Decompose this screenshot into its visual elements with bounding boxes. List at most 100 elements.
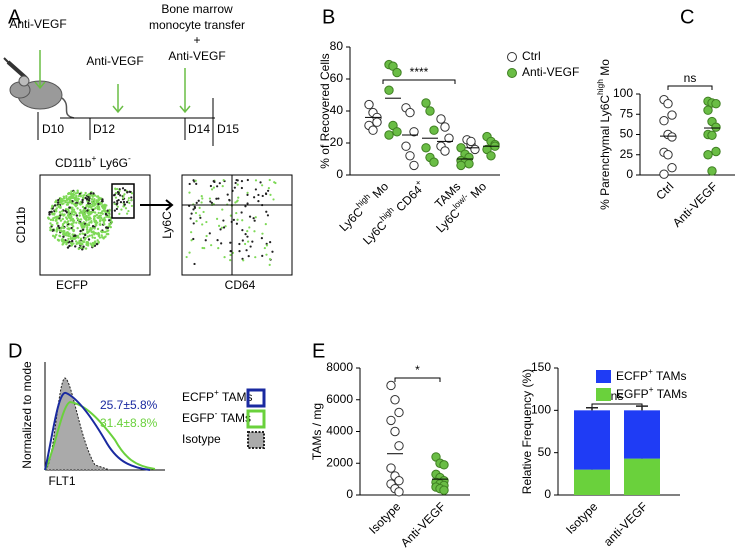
flow-dot [261,232,264,235]
y-tick-label: 2000 [326,455,353,469]
flow-dot [127,209,130,213]
data-point [711,99,721,109]
flow-dot [113,209,116,212]
flow-dot [120,208,123,211]
flow-dot [88,234,92,237]
flow-dot [235,178,238,182]
data-point [386,380,396,391]
ecfp-curve [44,392,151,471]
data-point [440,146,450,156]
flow-dot [244,205,247,208]
flow-dot [104,212,108,216]
flow-dot [188,182,191,186]
egfp-curve [44,400,156,471]
flow-dot [253,230,256,233]
flow-dot [114,196,118,199]
flow-dot [86,226,89,229]
y-axis-label: Relative Frequency (%) [520,369,534,494]
flow-dot [89,192,93,195]
flow-dot [103,223,106,226]
flow-dot [65,196,68,200]
flow-dot [234,201,237,204]
data-point [409,160,419,171]
flow-dot [82,216,86,219]
flow-dot [65,198,69,202]
flow-dot [195,201,198,204]
flow-dot [69,199,72,202]
treatment-arrow [112,84,124,114]
x-tick-label: Isotype [563,499,600,536]
y-tick-label: 0 [336,167,343,181]
flow-dot [82,221,86,224]
flow-dot [90,228,93,231]
flow-dot [62,241,65,244]
bar-segment [574,410,610,470]
significance-bracket [382,79,456,84]
flow-dot [116,187,119,191]
data-point [384,85,394,95]
flow-dot [47,217,51,220]
flow-dot [99,211,103,215]
flow-dot [83,238,87,241]
flow-dot [58,234,62,238]
flow-dot [240,211,243,214]
flow-dot [229,250,232,253]
flow-dot [86,193,90,197]
flow-dot [84,233,87,237]
flow-dot [97,231,100,235]
flow-dot [81,228,85,231]
flow-dot [202,210,205,214]
flow-dot [98,214,101,218]
flow-dot [80,242,83,245]
flow-dot [79,218,83,221]
flow-dot [100,205,104,208]
flow-dot [70,194,73,198]
flow-dot [98,223,101,226]
flow-dot [236,218,239,221]
data-point [667,132,677,142]
flow-dot [87,223,90,226]
flow-dot [190,212,193,215]
flow-dot [91,204,95,208]
flow-dot [87,230,91,233]
flow-dot [130,196,133,199]
flow-dot [93,197,96,201]
flow-dot [66,208,70,211]
flow-dot [72,190,76,193]
flow-dot [193,205,196,208]
data-point [659,169,669,179]
flow-dot [123,189,127,192]
flow-dot [93,236,97,240]
flow-dot [58,229,61,232]
flow-dot [126,191,129,194]
flow-dot [123,193,126,196]
flow-dot [71,225,75,228]
flow-dot [106,209,109,212]
significance-bracket [667,85,713,90]
step-label: Anti-VEGF [86,54,143,68]
flow-dot [114,187,117,190]
flow-dot [264,223,267,226]
flow-dot [209,200,212,203]
step-label: Anti-VEGF [168,49,225,63]
y-tick-label: 60 [330,71,344,85]
data-point [394,487,404,497]
flow-dot [98,236,102,239]
flow-dot [241,219,244,222]
flow-dot [59,219,63,222]
flow-dot [200,201,203,204]
flow-dot [52,212,56,216]
flow-dot [246,193,249,196]
y-tick-label: 50 [620,127,634,141]
flow-dot [130,198,133,202]
flow-dot [76,226,79,230]
flow-dot [260,237,263,240]
flow-dot [75,242,78,246]
data-point [703,150,713,160]
flow-dot [215,197,218,200]
flow-dot [55,230,58,233]
flow-dot [62,229,65,233]
flow-dot [72,242,75,245]
data-point [409,127,419,137]
flow-dot [96,221,99,224]
